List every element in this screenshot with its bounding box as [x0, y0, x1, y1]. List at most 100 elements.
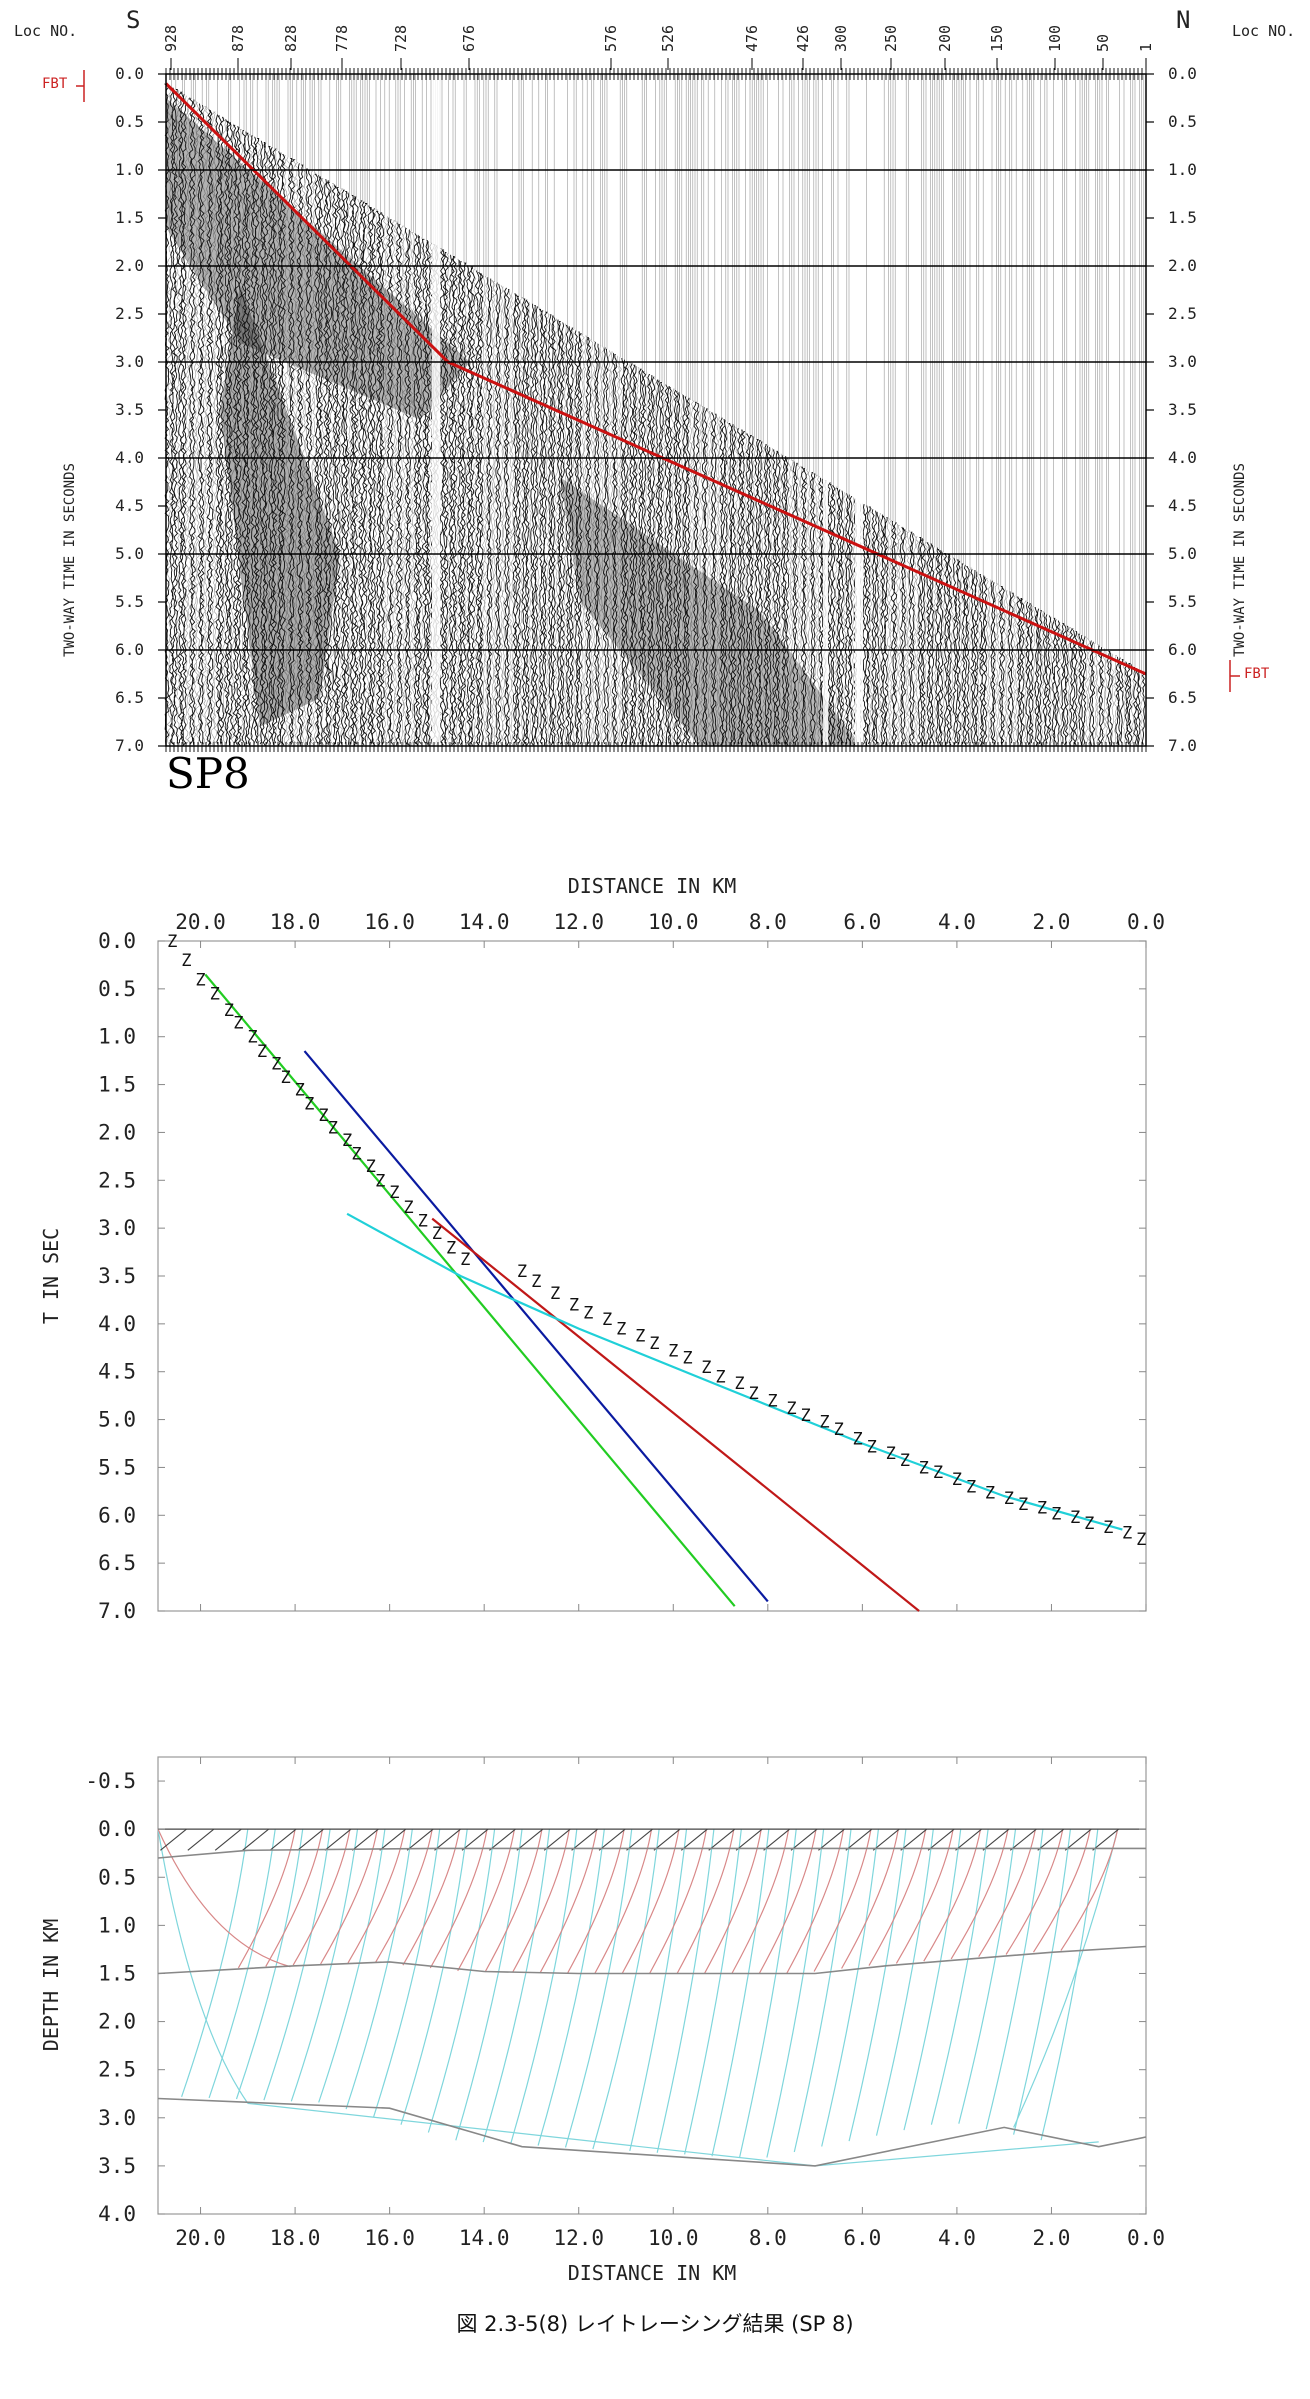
- travel-time-panel: DISTANCE IN KM T IN SEC 20.0 18.0 16.0 14.0…: [39, 874, 1165, 1623]
- travel-time-series-line: [346, 1212, 1123, 1531]
- surface-ray-path: [571, 1828, 598, 1851]
- seismic-ytick-label-right: 3.0: [1168, 352, 1197, 371]
- ray-paths: [157, 1828, 1146, 2167]
- surface-ray-path: [900, 1828, 928, 1851]
- travel-time-pick-marker: Z: [280, 1068, 290, 1088]
- travel-time-pick-marker: Z: [800, 1406, 810, 1426]
- ray-model-ytick-label: 1.0: [98, 1913, 136, 1937]
- ray-model-axes: 20.0 18.0 16.0 14.0 12.0 10.0 8.0 6.0 4.0 2.0 0.0 -…: [85, 1757, 1165, 2250]
- deep-ray-path: [373, 1829, 441, 2118]
- layer1-ray-path: [649, 1829, 707, 1974]
- loc-no-label-left: Loc NO.: [14, 22, 77, 40]
- deep-ray-upgoing: [1013, 1829, 1119, 2128]
- travel-time-ytick-label: 3.0: [98, 1216, 136, 1240]
- travel-time-pick-marker: Z: [682, 1348, 692, 1368]
- travel-time-pick-marker: Z: [247, 1028, 257, 1048]
- seismic-ytick-label-right: 2.5: [1168, 304, 1197, 323]
- layer1-ray-path: [978, 1829, 1036, 1958]
- travel-time-xtick-label: 2.0: [1032, 910, 1070, 934]
- deep-ray-path: [290, 1829, 359, 2102]
- deep-ray-path: [455, 1829, 523, 2141]
- travel-time-ytick-label: 6.0: [98, 1503, 136, 1527]
- travel-time-xlabel: DISTANCE IN KM: [568, 874, 737, 898]
- travel-time-pick-marker: Z: [531, 1272, 541, 1292]
- surface-ray-path: [872, 1828, 900, 1851]
- seismic-section-panel: Loc NO. Loc NO. S N 928 878 828 778 728 676 57…: [14, 6, 1295, 798]
- surface-ray-path: [242, 1828, 269, 1851]
- seismic-trace-gap: [857, 74, 860, 746]
- travel-time-pick-marker: Z: [583, 1303, 593, 1323]
- seismic-ytick-label-left: 2.0: [115, 256, 144, 275]
- surface-ray-path: [818, 1828, 845, 1851]
- travel-time-ytick-label: 4.0: [98, 1312, 136, 1336]
- travel-time-pick-marker: Z: [460, 1250, 470, 1270]
- ray-model-ytick-label: 1.5: [98, 1961, 136, 1985]
- deep-ray-path: [1040, 1829, 1099, 2141]
- travel-time-pick-marker: Z: [304, 1095, 314, 1115]
- surface-ray-path: [406, 1828, 434, 1851]
- ray-model-xtick-label: 12.0: [553, 2226, 604, 2250]
- seismic-ytick-label-left: 4.0: [115, 448, 144, 467]
- surface-ray-path: [379, 1828, 407, 1851]
- seismic-strong-arrivals: [166, 98, 470, 420]
- travel-time-pick-marker: Z: [224, 1001, 234, 1021]
- model-interface-line: [157, 1847, 1146, 1859]
- deep-ray-path: [510, 1829, 578, 2144]
- layer1-ray-path: [841, 1829, 899, 1969]
- deep-ray-path: [656, 1829, 715, 2153]
- layer1-ray-path: [1032, 1829, 1091, 1953]
- fbt-marker-left: [76, 70, 85, 102]
- travel-time-pick-marker: Z: [867, 1437, 877, 1457]
- loc-number-label: 100: [1046, 25, 1064, 52]
- travel-time-ytick-label: 7.0: [98, 1599, 136, 1623]
- travel-time-pick-marker: Z: [748, 1384, 758, 1404]
- surface-ray-path: [543, 1828, 571, 1851]
- loc-number-label: 476: [743, 25, 761, 52]
- travel-time-pick-marker: Z: [1122, 1524, 1132, 1544]
- direction-south-label: S: [126, 6, 140, 34]
- travel-time-pick-marker: Z: [195, 970, 205, 990]
- layer1-ray-path: [429, 1829, 488, 1969]
- model-interface-line: [157, 2097, 1147, 2167]
- travel-time-lines: [204, 973, 1123, 1612]
- fbt-label-left: FBT: [42, 76, 68, 92]
- layer1-ray-path: [347, 1829, 406, 1964]
- travel-time-pick-marker: Z: [668, 1342, 678, 1362]
- surface-ray-path: [187, 1828, 215, 1851]
- loc-number-label: 1: [1137, 43, 1155, 52]
- deep-ray-path: [738, 1829, 797, 2159]
- surface-ray-path: [1009, 1828, 1037, 1851]
- travel-time-pick-marker: Z: [715, 1368, 725, 1388]
- travel-time-series-line: [303, 1050, 769, 1603]
- seismic-ytick-label-right: 3.5: [1168, 400, 1197, 419]
- travel-time-pick-marker: Z: [1084, 1514, 1094, 1534]
- fbt-marker-right: [1229, 660, 1240, 692]
- deep-ray-path: [958, 1829, 1017, 2124]
- travel-time-pick-marker: Z: [1004, 1489, 1014, 1509]
- travel-time-pick-marker: Z: [886, 1444, 896, 1464]
- ray-model-xtick-label: 8.0: [749, 2226, 787, 2250]
- travel-time-xtick-label: 10.0: [648, 910, 699, 934]
- deep-ray-path: [318, 1829, 386, 2103]
- direction-north-label: N: [1176, 6, 1190, 34]
- ray-model-ytick-label: -0.5: [85, 1769, 136, 1793]
- loc-number-label: 50: [1094, 34, 1112, 52]
- layer1-ray-path: [402, 1829, 461, 1966]
- travel-time-pick-marker: Z: [852, 1430, 862, 1450]
- travel-time-pick-marker: Z: [550, 1284, 560, 1304]
- travel-time-pick-marker: Z: [635, 1326, 645, 1346]
- seismic-ytick-label-right: 1.5: [1168, 208, 1197, 227]
- travel-time-pick-marker: Z: [432, 1224, 442, 1244]
- travel-time-pick-marker: Z: [1051, 1504, 1061, 1524]
- seismic-secondary-arrivals: [220, 285, 340, 727]
- loc-number-label: 576: [602, 25, 620, 52]
- travel-time-pick-marker: Z: [649, 1334, 659, 1354]
- deep-ray-path: [985, 1829, 1044, 2130]
- travel-time-pick-marker: Z: [834, 1420, 844, 1440]
- deep-ray-downgoing: [157, 1829, 249, 2104]
- travel-time-ytick-label: 1.5: [98, 1073, 136, 1097]
- deep-ray-path: [208, 1829, 276, 2099]
- travel-time-xtick-label: 4.0: [938, 910, 976, 934]
- surface-ray-path: [763, 1828, 790, 1851]
- travel-time-pick-marker: Z: [602, 1310, 612, 1330]
